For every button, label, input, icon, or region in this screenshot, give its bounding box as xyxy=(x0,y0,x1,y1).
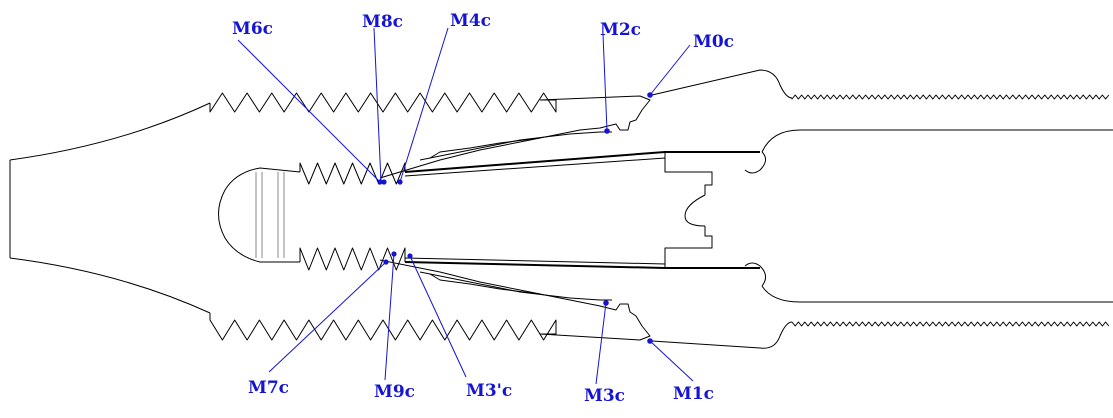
pin-bore-lower-inner xyxy=(404,257,666,265)
seal-upper-step xyxy=(429,137,541,159)
outer-body-outline xyxy=(9,92,557,341)
point-m6c xyxy=(377,179,383,185)
label-m7c: M7c xyxy=(248,378,289,398)
tube-bore-upper-lip xyxy=(744,151,766,174)
annotations: M6c M8c M4c M2c M0c M7c M9c M3'c M3c M1c xyxy=(232,11,734,406)
tube-lower-shoulder xyxy=(651,321,793,349)
seal-lower-inner xyxy=(419,271,612,301)
point-m9c xyxy=(391,251,397,257)
pin-thread-upper xyxy=(299,162,406,185)
label-m3c: M3c xyxy=(584,386,625,406)
seal-upper-inner xyxy=(419,131,612,161)
label-m8c: M8c xyxy=(362,12,403,32)
leader-m7c xyxy=(268,261,387,373)
seal-lower-step xyxy=(429,273,541,295)
pin-end-cavity xyxy=(684,194,706,227)
point-m3pc xyxy=(407,253,413,259)
point-m3c xyxy=(603,300,609,306)
tube-bore-lower xyxy=(761,285,1113,303)
fine-thread-upper xyxy=(791,94,1110,100)
seal-lower-outer xyxy=(379,259,651,341)
left-flare-lower xyxy=(9,257,211,314)
label-m4c: M4c xyxy=(450,11,491,31)
point-m0c xyxy=(647,92,653,98)
right-tube-outline xyxy=(651,69,1113,349)
seal-upper-outer xyxy=(379,95,651,179)
leader-m4c xyxy=(399,27,449,183)
leader-m1c xyxy=(649,340,694,382)
outer-thread-lower-profile xyxy=(209,313,557,341)
leader-m6c xyxy=(237,39,381,183)
leader-m2c xyxy=(602,33,608,132)
pin-end-step-upper xyxy=(664,152,713,195)
tube-bore-upper xyxy=(761,129,1113,153)
tube-upper-shoulder xyxy=(651,69,793,99)
leader-m3c xyxy=(595,302,607,385)
leader-m8c xyxy=(373,27,382,183)
pin-body xyxy=(218,151,760,271)
point-m7c xyxy=(383,259,389,265)
left-flare-upper xyxy=(9,102,211,161)
fine-thread-lower xyxy=(791,321,1110,327)
label-m9c: M9c xyxy=(374,382,415,402)
leader-m0c xyxy=(649,44,691,96)
label-m2c: M2c xyxy=(600,20,641,40)
point-m8c xyxy=(381,179,387,185)
leader-m3pc xyxy=(409,255,467,378)
pin-thread-lower xyxy=(299,247,406,271)
tube-bore-lower-lip xyxy=(744,262,766,287)
outer-thread-upper-profile xyxy=(209,92,557,113)
seal-region-lower xyxy=(379,259,651,341)
pin-nose xyxy=(218,167,301,263)
label-m3pc: M3'c xyxy=(466,381,512,401)
label-m6c: M6c xyxy=(232,19,273,39)
pin-bore-lower xyxy=(404,261,760,269)
point-m1c xyxy=(647,338,653,344)
seal-region-upper xyxy=(379,95,651,179)
point-m4c xyxy=(397,179,403,185)
pin-end-step-lower xyxy=(664,226,713,268)
pin-bore-upper-inner xyxy=(404,157,666,177)
leader-m9c xyxy=(384,253,395,381)
label-m1c: M1c xyxy=(673,384,714,404)
label-m0c: M0c xyxy=(693,32,734,52)
point-m2c xyxy=(604,128,610,134)
